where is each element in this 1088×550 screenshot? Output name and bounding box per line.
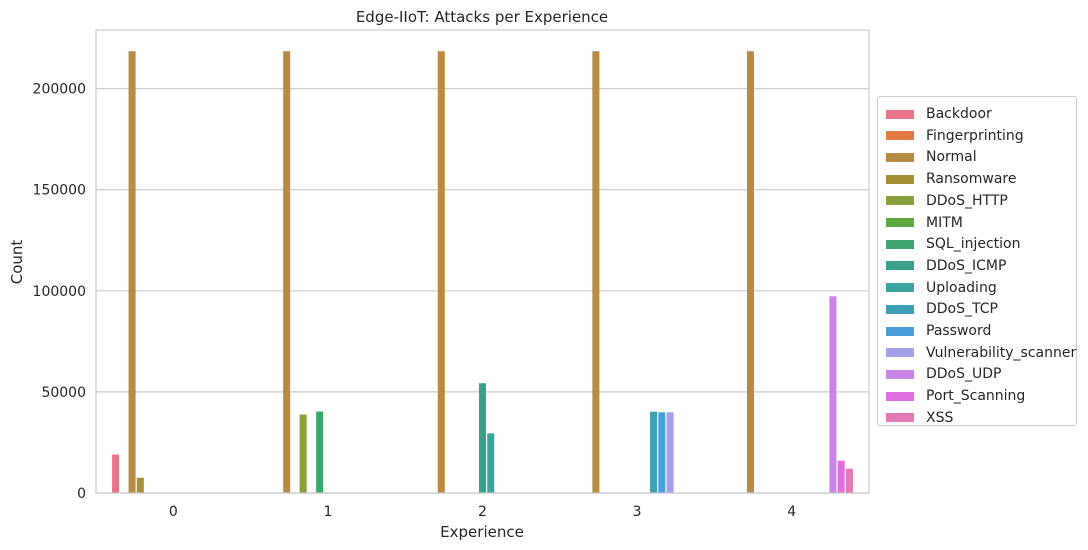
bar-normal-1 [283,51,291,494]
y-axis-label: Count [8,240,26,285]
legend-item: Uploading [886,278,997,298]
legend-item: Normal [886,147,977,167]
legend-swatch [886,304,914,314]
bar-normal-4 [746,51,754,494]
legend-label: MITM [926,214,963,231]
bar-backdoor-0 [112,454,120,493]
legend-label: Fingerprinting [926,127,1024,144]
x-tick-label: 4 [787,504,796,520]
bar-xss-4 [845,468,853,493]
legend-item: DDoS_HTTP [886,191,1008,211]
x-tick-label: 3 [633,504,642,520]
legend-swatch [886,261,914,271]
legend-swatch [886,369,914,379]
legend-label: Backdoor [926,106,992,122]
legend-swatch [886,196,914,206]
legend-item: MITM [886,213,963,233]
legend-item: DDoS_ICMP [886,256,1006,276]
y-tick-label: 150000 [33,183,86,199]
legend-swatch [886,391,914,401]
y-tick-label: 200000 [33,82,86,98]
bar-ddos-http-1 [299,414,307,493]
bar-normal-3 [592,51,600,494]
legend-swatch [886,131,914,141]
legend-item: Vulnerability_scanner [886,343,1076,363]
legend-item: SQL_injection [886,234,1021,254]
legend-item: Ransomware [886,169,1016,189]
bar-ddos-udp-4 [829,296,837,493]
legend-label: Uploading [926,279,997,296]
legend-swatch [886,283,914,293]
legend-label: DDoS_UDP [926,366,1002,383]
legend-label: Vulnerability_scanner [926,344,1077,361]
y-tick-label: 50000 [41,385,86,401]
legend-item: Port_Scanning [886,386,1025,406]
legend-label: Port_Scanning [926,388,1026,405]
legend-swatch [886,152,914,162]
y-tick-label: 0 [77,486,86,502]
legend-swatch [886,348,914,358]
x-tick-label: 1 [323,504,332,520]
legend-swatch [886,326,914,336]
bars [112,51,853,494]
x-tick-label: 2 [478,504,487,520]
plot-frame [95,29,870,494]
bar-ransomware-0 [136,477,144,493]
chart-title: Edge-IIoT: Attacks per Experience [356,8,608,26]
legend-item: DDoS_TCP [886,299,998,319]
bar-password-3 [658,412,666,493]
legend-item: Fingerprinting [886,126,1024,146]
legend-label: Ransomware [926,171,1017,188]
legend-swatch [886,239,914,249]
bar-ddos-tcp-3 [650,411,658,493]
legend-label: DDoS_HTTP [926,192,1008,209]
bar-normal-0 [128,51,136,494]
bar-port-scanning-4 [837,460,845,493]
legend-item: DDoS_UDP [886,364,1001,384]
legend-item: Password [886,321,991,341]
legend: Backdoor Fingerprinting Normal Ransomware DD… [877,96,1077,426]
y-tick-label: 100000 [33,284,86,300]
legend-label: DDoS_ICMP [926,257,1007,274]
legend-swatch [886,218,914,227]
bar-normal-2 [437,51,445,494]
legend-swatch [886,109,914,119]
x-axis-label: Experience [440,523,524,541]
legend-swatch [886,174,914,184]
x-tick-labels: 0 1 2 3 4 [169,504,796,520]
bar-vulnerability-scanner-3 [666,412,674,493]
legend-label: XSS [926,409,954,426]
legend-label: DDoS_TCP [926,301,998,318]
y-tick-labels: 0 50000 100000 150000 200000 [33,82,86,502]
bar-ddos-icmp-2 [478,383,487,493]
legend-item: XSS [886,408,953,428]
legend-label: SQL_injection [926,236,1021,253]
legend-label: Password [926,323,992,339]
x-tick-label: 0 [169,504,178,520]
bar-uploading-2 [487,433,495,493]
bar-sql-injection-1 [316,411,324,493]
legend-swatch [886,413,914,423]
legend-item: Backdoor [886,104,992,124]
legend-label: Normal [926,149,977,166]
